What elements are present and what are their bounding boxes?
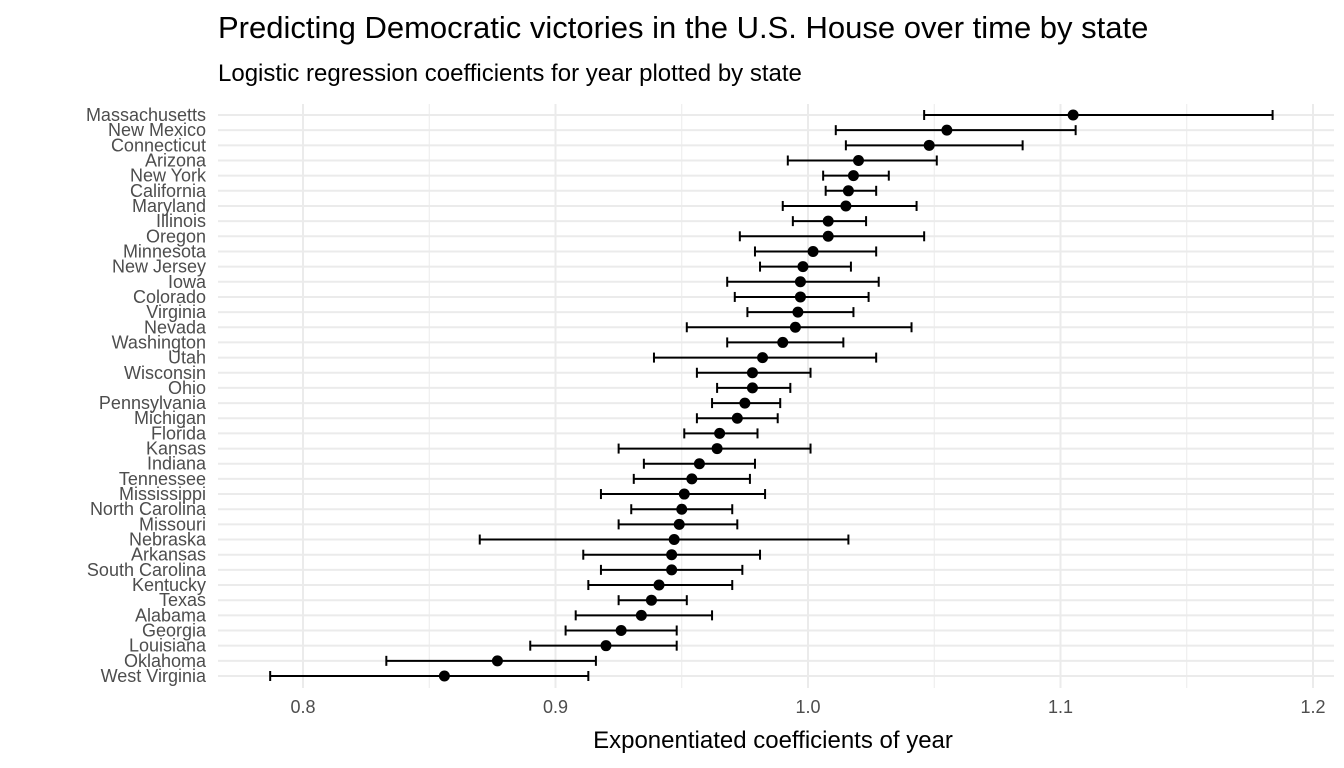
data-point [668,534,680,546]
data-point [792,306,804,318]
data-point [438,670,450,682]
y-tick-label: Minnesota [123,241,207,261]
data-point [842,185,854,197]
y-tick-label: Arizona [145,150,207,170]
data-point [676,503,688,515]
data-point [746,367,758,379]
data-point [923,139,935,151]
y-tick-label: Louisiana [129,636,207,656]
y-tick-label: Kansas [146,439,206,459]
x-tick-label: 0.9 [543,697,568,717]
data-point [714,427,726,439]
grid-lines [218,104,1334,688]
data-point [673,518,685,530]
error-bar [269,671,590,681]
data-point [615,625,627,637]
y-tick-label: Nebraska [129,530,207,550]
data-point [635,609,647,621]
y-tick-label: Indiana [147,454,207,474]
y-tick-label: Pennsylvania [99,393,207,413]
y-tick-label: Nevada [144,317,207,337]
data-point [807,245,819,257]
x-tick-label: 1.0 [795,697,820,717]
data-point [794,276,806,288]
y-tick-label: Maryland [132,196,206,216]
y-tick-label: Utah [168,348,206,368]
data-point [789,321,801,333]
data-point [746,382,758,394]
y-tick-label: Virginia [146,302,207,322]
y-tick-label: Illinois [156,211,206,231]
data-point [731,412,743,424]
x-tick-label: 0.8 [290,697,315,717]
data-point [645,594,657,606]
y-tick-label: Mississippi [119,484,206,504]
y-tick-label: Tennessee [119,469,206,489]
y-tick-label: Washington [112,332,206,352]
y-tick-label: Wisconsin [124,363,206,383]
data-point [941,124,953,136]
y-tick-label: Texas [159,590,206,610]
y-tick-label: Iowa [168,272,207,292]
y-tick-label: West Virginia [101,666,207,686]
y-tick-label: Oregon [146,226,206,246]
y-tick-label: Oklahoma [124,651,207,671]
y-tick-label: Colorado [133,287,206,307]
chart-title: Predicting Democratic victories in the U… [218,10,1149,45]
data-point [666,549,678,561]
y-tick-label: Alabama [135,605,207,625]
data-point [853,154,864,166]
y-tick-label: Massachusetts [86,105,206,125]
error-bar [478,534,850,545]
y-tick-label: Michigan [134,408,206,428]
data-point [847,170,859,182]
data-point [491,655,503,667]
y-tick-label: Connecticut [111,135,206,155]
data-point [711,443,723,455]
data-points [438,109,1079,682]
y-tick-label: South Carolina [87,560,207,580]
error-bar [834,125,1077,136]
y-tick-label: Florida [151,423,207,443]
y-tick-label: Ohio [168,378,206,398]
x-tick-label: 1.1 [1048,697,1073,717]
y-tick-label: Missouri [139,514,206,534]
y-tick-label: New Mexico [108,120,206,140]
x-axis-title: Exponentiated coefficients of year [593,727,953,754]
data-point [777,336,789,348]
data-point [822,215,834,227]
data-point [794,291,806,303]
data-point [840,200,852,212]
data-point [693,458,705,470]
data-point [600,640,612,652]
y-tick-label: Georgia [142,621,207,641]
y-tick-label: Arkansas [131,545,206,565]
chart-subtitle: Logistic regression coefficients for yea… [218,60,802,87]
y-tick-label: New York [130,166,207,186]
data-point [653,579,665,591]
y-tick-label: New Jersey [112,257,206,277]
x-tick-labels: 0.8 0.9 1.0 1.1 1.2 [290,697,1325,717]
error-bar [385,655,597,666]
data-point [757,352,769,364]
data-point [1067,109,1079,121]
data-point [739,397,751,409]
data-point [678,488,690,500]
data-point [666,564,678,576]
data-point [822,230,834,242]
error-bars [269,110,1274,681]
data-point [797,261,809,273]
error-bar [923,110,1274,120]
data-point [686,473,698,485]
y-tick-label: Kentucky [132,575,206,595]
y-tick-label: California [130,181,207,201]
x-tick-label: 1.2 [1300,697,1325,717]
y-tick-label: North Carolina [90,499,207,519]
